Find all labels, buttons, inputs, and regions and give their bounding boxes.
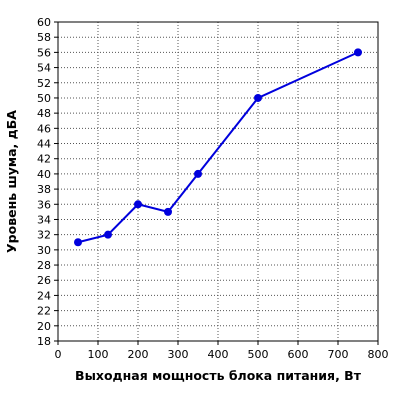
data-point <box>354 48 362 57</box>
y-tick-label: 60 <box>37 16 51 29</box>
data-point <box>134 200 142 209</box>
y-tick-label: 20 <box>37 320 51 333</box>
y-tick-label: 40 <box>37 168 51 181</box>
y-tick-label: 36 <box>37 198 51 211</box>
y-tick-label: 58 <box>37 31 51 44</box>
y-tick-label: 38 <box>37 183 51 196</box>
y-axis-title: Уровень шума, дБА <box>4 110 19 253</box>
x-tick-label: 800 <box>368 348 389 361</box>
y-tick-label: 34 <box>37 213 51 226</box>
y-tick-label: 18 <box>37 335 51 348</box>
x-axis: 0 100 200 300 400 500 600 700 800 <box>55 341 389 361</box>
y-tick-label: 48 <box>37 107 51 120</box>
x-axis-title: Выходная мощность блока питания, Вт <box>75 368 362 383</box>
x-tick-label: 100 <box>88 348 109 361</box>
y-tick-label: 46 <box>37 122 51 135</box>
y-tick-label: 26 <box>37 274 51 287</box>
y-tick-label: 24 <box>37 289 51 302</box>
y-tick-label: 32 <box>37 229 51 242</box>
y-tick-label: 44 <box>37 138 51 151</box>
x-tick-label: 500 <box>248 348 269 361</box>
y-tick-label: 52 <box>37 77 51 90</box>
x-tick-label: 700 <box>328 348 349 361</box>
x-tick-label: 600 <box>288 348 309 361</box>
series-group <box>74 48 362 247</box>
y-tick-label: 54 <box>37 62 51 75</box>
y-axis: 18 20 22 24 26 28 30 32 34 36 38 40 42 44 46 48 50 52 54 56… <box>37 16 58 348</box>
x-tick-label: 300 <box>168 348 189 361</box>
y-tick-label: 28 <box>37 259 51 272</box>
y-tick-label: 56 <box>37 46 51 59</box>
data-point <box>194 169 202 178</box>
data-point <box>74 238 82 247</box>
grid <box>58 22 378 341</box>
data-point <box>104 230 112 239</box>
data-point <box>254 93 262 102</box>
x-tick-label: 200 <box>128 348 149 361</box>
x-tick-label: 0 <box>55 348 62 361</box>
data-point <box>164 207 172 216</box>
y-tick-label: 50 <box>37 92 51 105</box>
x-tick-label: 400 <box>208 348 229 361</box>
y-tick-label: 42 <box>37 153 51 166</box>
y-tick-label: 30 <box>37 244 51 257</box>
y-tick-label: 22 <box>37 305 51 318</box>
